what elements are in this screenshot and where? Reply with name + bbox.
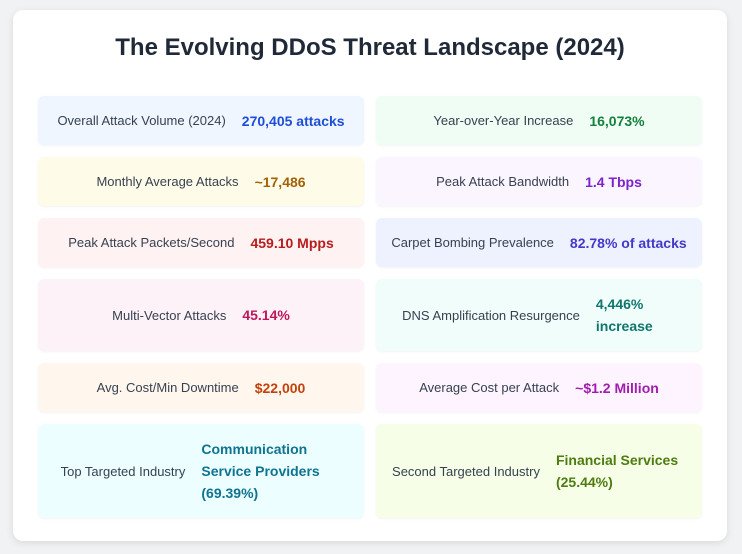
stat-label: Average Cost per Attack [419, 380, 560, 395]
stat-value: Communication Service Providers (69.39%) [201, 441, 320, 501]
stat-value: 270,405 attacks [241, 112, 345, 129]
stat-value: Financial Services (25.44%) [555, 452, 679, 490]
stat-value: 459.10 Mpps [250, 234, 334, 251]
stat-value: 1.4 Tbps [585, 173, 642, 190]
stat-label: Year-over-Year Increase [433, 113, 574, 128]
stat-tile-cost-per-minute: Avg. Cost/Min Downtime $22,000 [38, 363, 364, 412]
stat-label: Second Targeted Industry [392, 463, 540, 479]
stat-tile-multi-vector: Multi-Vector Attacks 45.14% [38, 279, 364, 351]
stat-label: Carpet Bombing Prevalence [391, 235, 554, 250]
stat-tile-dns-amplification: DNS Amplification Resurgence 4,446% incr… [376, 279, 702, 351]
stat-tile-monthly-average: Monthly Average Attacks ~17,486 [38, 157, 364, 206]
stat-value: 16,073% [589, 112, 645, 129]
stat-tile-peak-packets: Peak Attack Packets/Second 459.10 Mpps [38, 218, 364, 267]
stat-value: 4,446% increase [595, 296, 653, 334]
stat-label: Multi-Vector Attacks [112, 307, 227, 323]
stat-label: Monthly Average Attacks [96, 174, 239, 189]
stat-tile-second-industry: Second Targeted Industry Financial Servi… [376, 424, 702, 518]
stat-value: 82.78% of attacks [569, 234, 687, 251]
stat-tile-top-industry: Top Targeted Industry Communication Serv… [38, 424, 364, 518]
page-title: The Evolving DDoS Threat Landscape (2024… [115, 34, 625, 61]
stat-tile-carpet-bombing: Carpet Bombing Prevalence 82.78% of atta… [376, 218, 702, 267]
stat-tile-peak-bandwidth: Peak Attack Bandwidth 1.4 Tbps [376, 157, 702, 206]
stat-label: DNS Amplification Resurgence [402, 307, 580, 323]
stat-label: Peak Attack Bandwidth [436, 174, 570, 189]
stat-tile-yoy-increase: Year-over-Year Increase 16,073% [376, 96, 702, 145]
stat-value: $22,000 [254, 379, 306, 396]
stat-value: ~$1.2 Million [575, 379, 659, 396]
stats-grid: Overall Attack Volume (2024) 270,405 att… [38, 96, 702, 518]
stat-label: Overall Attack Volume (2024) [57, 113, 226, 128]
stat-label: Peak Attack Packets/Second [68, 235, 235, 250]
stat-tile-overall-attack-volume: Overall Attack Volume (2024) 270,405 att… [38, 96, 364, 145]
stat-label: Avg. Cost/Min Downtime [96, 380, 239, 395]
dashboard-card: The Evolving DDoS Threat Landscape (2024… [13, 10, 727, 541]
stat-tile-cost-per-attack: Average Cost per Attack ~$1.2 Million [376, 363, 702, 412]
stat-value: ~17,486 [254, 173, 306, 190]
stat-label: Top Targeted Industry [60, 463, 186, 479]
stat-value: 45.14% [242, 307, 290, 323]
